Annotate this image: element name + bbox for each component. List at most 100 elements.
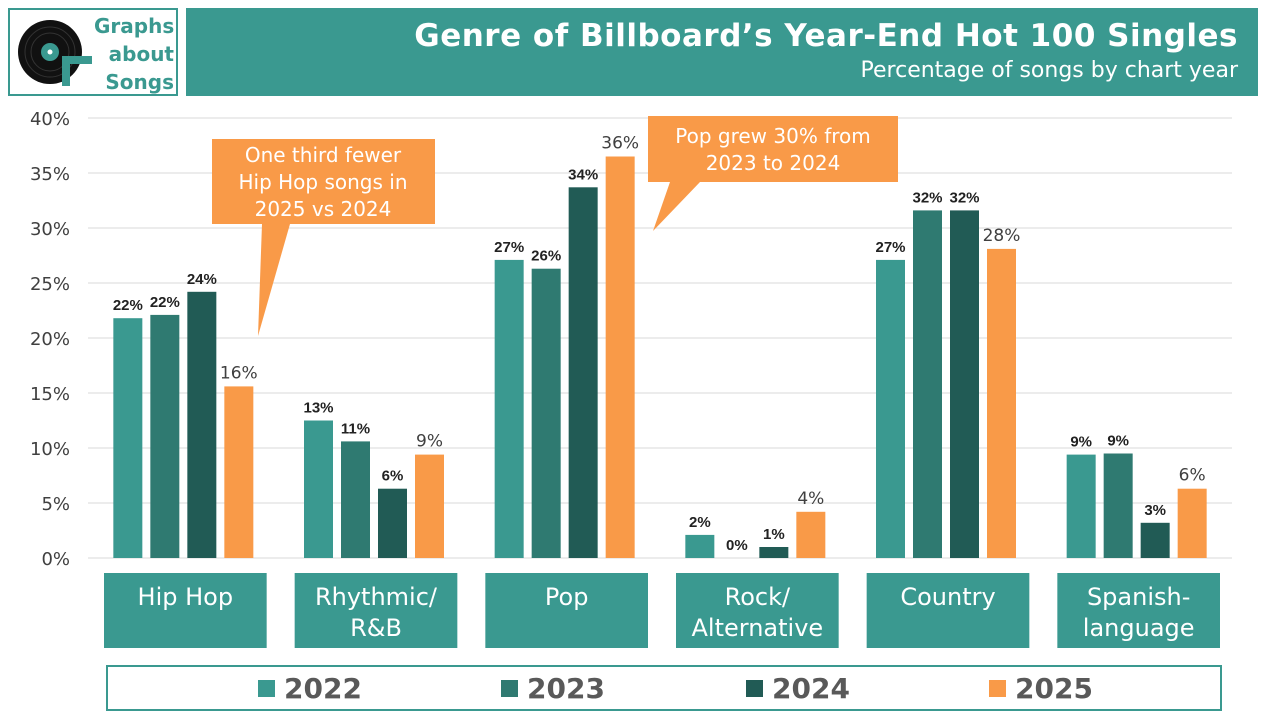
category-label: Rhythmic/: [315, 583, 438, 611]
callout-pointer: [258, 224, 290, 336]
bar: [531, 268, 561, 558]
y-tick-label: 30%: [30, 219, 70, 240]
bar: [913, 210, 942, 558]
category-label: Alternative: [691, 614, 823, 642]
bar: [876, 259, 905, 558]
bar: [304, 420, 333, 558]
legend-label: 2023: [527, 671, 605, 705]
category-box: [485, 573, 648, 648]
callout-pointer: [653, 182, 700, 231]
data-label: 22%: [150, 294, 180, 311]
data-label: 36%: [601, 134, 639, 154]
category-label: Hip Hop: [138, 583, 234, 611]
category-box: [1057, 573, 1220, 648]
y-tick-label: 35%: [30, 164, 70, 185]
bar: [759, 547, 789, 558]
bar: [494, 259, 524, 558]
legend-label: 2025: [1015, 671, 1093, 705]
data-label: 13%: [303, 400, 333, 417]
bar: [378, 488, 407, 558]
legend-label: 2022: [284, 671, 362, 705]
data-label: 3%: [1144, 502, 1166, 519]
logo-line: about: [108, 42, 174, 66]
data-label: 11%: [341, 420, 370, 437]
vinyl-record-icon: [18, 20, 92, 86]
annotation-text: 2023 to 2024: [706, 151, 841, 175]
data-label: 2%: [689, 514, 711, 531]
bar: [1066, 454, 1096, 558]
y-tick-label: 40%: [30, 109, 70, 130]
legend: 2022 2023 2024 2025: [106, 665, 1222, 711]
bar: [150, 314, 180, 558]
legend-swatch: [989, 679, 1006, 697]
data-label: 9%: [1070, 434, 1092, 451]
data-label: 22%: [113, 297, 143, 314]
annotation-text: Pop grew 30% from: [675, 124, 871, 148]
logo-text: Graphs about Songs: [94, 12, 174, 96]
bar: [224, 386, 254, 558]
y-tick-label: 10%: [30, 439, 70, 460]
legend-item: 2022: [258, 671, 362, 705]
data-label: 4%: [797, 489, 824, 509]
y-tick-label: 0%: [41, 549, 70, 570]
bar: [341, 441, 370, 558]
category-label: language: [1083, 614, 1195, 642]
category-label: Spanish-: [1087, 583, 1190, 611]
data-label: 32%: [949, 189, 979, 206]
bar: [987, 248, 1016, 558]
bar: [187, 291, 217, 558]
category-box: [866, 573, 1030, 648]
data-label: 28%: [983, 226, 1021, 246]
annotation-text: Hip Hop songs in: [238, 170, 407, 194]
data-label: 9%: [416, 432, 443, 452]
data-label: 26%: [531, 248, 561, 265]
data-label: 1%: [763, 526, 785, 543]
data-label: 27%: [494, 239, 524, 256]
data-label: 16%: [220, 363, 258, 383]
logo-line: Graphs: [94, 14, 175, 38]
y-tick-label: 15%: [30, 384, 70, 405]
data-label: 0%: [726, 537, 748, 554]
legend-swatch: [501, 679, 518, 697]
data-label: 34%: [568, 166, 598, 183]
data-label: 6%: [1179, 466, 1206, 486]
bar: [113, 318, 143, 558]
y-tick-label: 25%: [30, 274, 70, 295]
data-label: 27%: [875, 239, 905, 256]
chart-title: Genre of Billboard’s Year-End Hot 100 Si…: [414, 18, 1238, 54]
bar: [950, 210, 979, 558]
data-label: 24%: [187, 271, 217, 288]
data-label: 9%: [1107, 433, 1129, 450]
annotation-text: 2025 vs 2024: [255, 197, 392, 221]
bar: [1140, 522, 1170, 558]
category-label: Country: [900, 583, 995, 611]
bar: [685, 534, 715, 558]
category-box: [294, 573, 458, 648]
legend-swatch: [746, 679, 763, 697]
y-tick-label: 20%: [30, 329, 70, 350]
annotation-text: One third fewer: [245, 143, 402, 167]
legend-label: 2024: [772, 671, 850, 705]
legend-item: 2025: [989, 671, 1093, 705]
bar: [796, 511, 826, 558]
bar: [605, 156, 635, 558]
legend-item: 2023: [501, 671, 605, 705]
category-box: [104, 573, 267, 648]
bar: [1177, 488, 1207, 558]
callout-box: [212, 139, 435, 224]
legend-swatch: [258, 679, 275, 697]
bar: [1103, 453, 1133, 558]
bar: [415, 454, 444, 558]
category-label: R&B: [350, 614, 402, 642]
legend-item: 2024: [746, 671, 850, 705]
bar: [568, 187, 598, 559]
y-tick-label: 5%: [41, 494, 70, 515]
data-label: 32%: [912, 189, 942, 206]
category-box: [676, 573, 839, 648]
category-label: Pop: [545, 583, 589, 611]
data-label: 6%: [382, 468, 404, 485]
category-label: Rock/: [725, 583, 791, 611]
header-bar: Genre of Billboard’s Year-End Hot 100 Si…: [186, 8, 1258, 96]
logo-line: Songs: [105, 70, 174, 94]
